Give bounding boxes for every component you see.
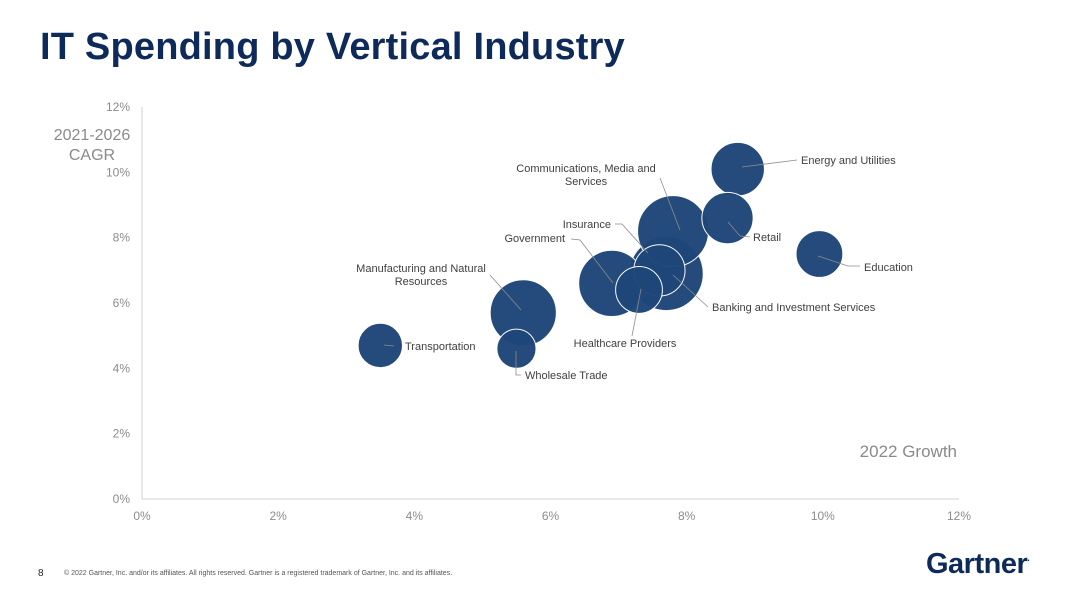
leader-line-banking-and-investment-services	[672, 274, 709, 308]
y-tick-label: 6%	[113, 296, 131, 310]
leader-line-healthcare-providers	[631, 288, 642, 337]
x-tick-label: 0%	[133, 509, 151, 523]
leader-line-education	[817, 255, 860, 267]
y-tick-label: 0%	[113, 492, 131, 506]
copyright-text: © 2022 Gartner, Inc. and/or its affiliat…	[64, 570, 453, 577]
x-tick-label: 4%	[406, 509, 424, 523]
data-label-line: Retail	[753, 232, 781, 244]
x-tick-label: 6%	[542, 509, 560, 523]
data-label-line: Healthcare Providers	[574, 338, 677, 350]
leader-line-energy-and-utilities	[741, 159, 798, 168]
x-tick-label: 2%	[269, 509, 287, 523]
bubble-transportation	[357, 322, 403, 369]
data-label-education: Education	[864, 262, 913, 274]
x-axis-label: 2022 Growth	[860, 442, 957, 461]
data-label-line: Services	[565, 176, 608, 188]
bubble-healthcare-providers	[615, 266, 663, 314]
data-label-line: Energy and Utilities	[801, 155, 896, 167]
y-tick-label: 8%	[113, 231, 131, 245]
data-label-line: Government	[504, 233, 565, 245]
data-label-manufacturing-and-natural-resources: Manufacturing and Natural Resources	[356, 263, 486, 288]
page-title: IT Spending by Vertical Industry	[40, 26, 625, 68]
data-label-transportation: Transportation	[405, 341, 476, 353]
data-label-line: Banking and Investment Services	[712, 302, 876, 314]
data-label-line: Manufacturing and Natural	[356, 263, 486, 275]
data-label-line: Transportation	[405, 341, 476, 353]
x-tick-label: 8%	[678, 509, 696, 523]
data-label-retail: Retail	[753, 232, 781, 244]
logo-text: Gartner	[926, 548, 1028, 580]
data-label-line: Communications, Media and	[516, 163, 655, 175]
gartner-logo: Gartner.	[926, 548, 1030, 581]
data-label-line: Insurance	[563, 219, 611, 231]
y-axis-label-line2: CAGR	[69, 147, 115, 164]
page-number: 8	[38, 568, 44, 579]
bubble-wholesale-trade	[496, 328, 537, 369]
leader-line-manufacturing-and-natural-resources	[489, 274, 522, 311]
y-tick-label: 12%	[106, 100, 130, 114]
y-tick-label: 4%	[113, 361, 131, 375]
leader-line-retail	[727, 221, 751, 238]
data-label-wholesale-trade: Wholesale Trade	[525, 370, 608, 382]
bubble-retail	[701, 191, 754, 245]
leader-line-communications-media-and-services	[659, 177, 681, 231]
data-label-line: Resources	[395, 276, 448, 288]
leader-line-transportation	[383, 344, 395, 347]
y-tick-label: 10%	[106, 165, 130, 179]
leader-line-insurance	[615, 223, 649, 254]
logo-mark: .	[1027, 553, 1030, 563]
leader-line-government	[570, 238, 614, 284]
bubble-education	[795, 230, 844, 278]
y-axis-label-line1: 2021-2026	[54, 127, 131, 144]
leader-line-wholesale-trade	[515, 351, 521, 376]
data-label-line: Wholesale Trade	[525, 370, 608, 382]
x-tick-label: 10%	[811, 509, 835, 523]
bubble-energy-and-utilities	[710, 141, 765, 197]
x-tick-label: 12%	[947, 509, 971, 523]
y-tick-label: 2%	[113, 427, 131, 441]
data-label-communications-media-and-services: Communications, Media and Services	[516, 163, 655, 188]
data-label-line: Education	[864, 262, 913, 274]
data-label-healthcare-providers: Healthcare Providers	[574, 338, 677, 350]
data-label-energy-and-utilities: Energy and Utilities	[801, 155, 896, 167]
data-label-banking-and-investment-services: Banking and Investment Services	[712, 302, 876, 314]
data-label-insurance: Insurance	[563, 219, 611, 231]
data-label-government: Government	[504, 233, 565, 245]
